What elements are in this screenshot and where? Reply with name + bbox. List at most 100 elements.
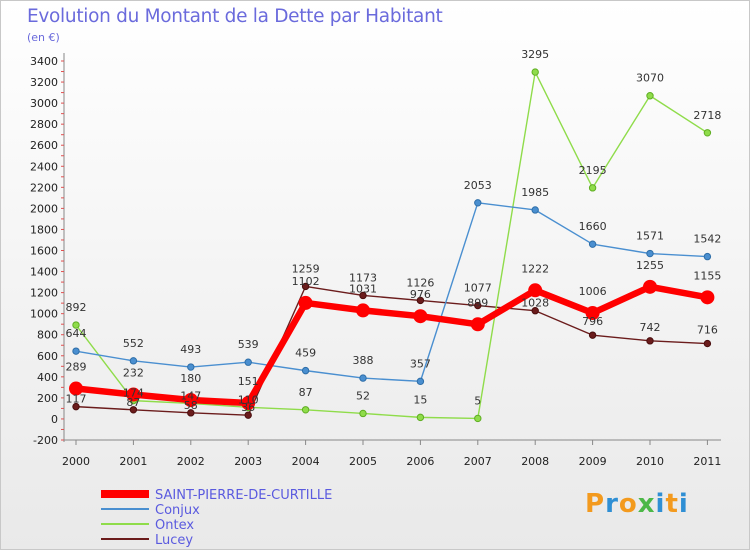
y-tick-label: 2200	[30, 181, 58, 194]
data-label: 552	[123, 337, 144, 350]
y-tick-label: 2800	[30, 118, 58, 131]
data-label: 539	[238, 338, 259, 351]
data-label: 459	[295, 347, 316, 360]
data-label: 2718	[693, 109, 721, 122]
data-point	[72, 402, 80, 411]
x-tick-label: 2001	[119, 455, 147, 468]
x-tick-label: 2000	[62, 455, 90, 468]
data-point	[700, 290, 715, 305]
y-tick-label: 3200	[30, 76, 58, 89]
logo-letter: r	[605, 489, 619, 519]
data-label: 58	[184, 399, 198, 412]
x-tick-label: 2002	[177, 455, 205, 468]
legend-label: Ontex	[155, 518, 194, 533]
data-label: 151	[238, 375, 259, 388]
data-point	[129, 406, 138, 414]
data-label: 289	[66, 361, 87, 374]
y-tick-label: 1800	[30, 223, 58, 236]
data-point	[531, 307, 539, 315]
data-point	[416, 296, 425, 305]
data-point	[474, 199, 482, 207]
logo-letter: i	[655, 489, 666, 519]
data-label: 174	[123, 387, 144, 400]
x-tick-label: 2009	[579, 455, 607, 468]
legend-label: Lucey	[155, 533, 193, 548]
data-label: 3295	[521, 48, 549, 61]
data-label: 388	[353, 354, 374, 367]
data-point	[416, 413, 425, 422]
y-tick-label: 2600	[30, 139, 58, 152]
data-label: 3070	[636, 72, 664, 85]
data-point	[703, 252, 712, 261]
data-point	[588, 331, 597, 339]
data-label: 1255	[636, 259, 664, 272]
logo-letter: o	[618, 489, 638, 519]
data-point	[703, 339, 712, 348]
data-label: 1660	[579, 220, 607, 233]
data-point	[528, 283, 543, 298]
x-tick-label: 2005	[349, 455, 377, 468]
x-tick-label: 2010	[636, 455, 664, 468]
data-label: 87	[126, 396, 140, 409]
y-tick-label: 200	[37, 392, 58, 405]
data-point	[646, 337, 654, 345]
data-label: 117	[66, 393, 87, 406]
data-label: 892	[66, 301, 87, 314]
data-label: 36	[241, 401, 255, 414]
data-point	[301, 406, 310, 414]
logo-letter: i	[678, 489, 689, 519]
logo-letter: x	[637, 489, 656, 519]
data-point	[241, 396, 256, 411]
data-point	[474, 301, 482, 310]
data-label: 180	[180, 372, 201, 385]
y-tick-label: -200	[33, 434, 58, 447]
data-label: 742	[640, 321, 661, 334]
data-label: 1031	[349, 282, 377, 295]
data-point	[183, 392, 198, 407]
data-label: 232	[123, 367, 144, 380]
data-label: 87	[299, 386, 313, 399]
data-point	[356, 303, 370, 318]
data-point	[413, 309, 428, 324]
data-point	[187, 409, 195, 417]
data-point	[474, 414, 482, 423]
y-tick-label: 3000	[30, 97, 58, 110]
y-tick-label: 1000	[30, 308, 58, 321]
series-line	[75, 71, 708, 420]
data-label: 2053	[464, 179, 492, 192]
legend-label: Conjux	[155, 503, 200, 518]
data-label: 796	[582, 315, 603, 328]
data-label: 493	[180, 343, 201, 356]
data-label: 1542	[693, 233, 721, 246]
proxiti-logo: Proxiti	[585, 489, 689, 519]
series-line	[75, 202, 708, 383]
data-label: 110	[238, 393, 259, 406]
data-point	[703, 129, 712, 137]
data-point	[470, 317, 485, 332]
legend-label: SAINT-PIERRE-DE-CURTILLE	[155, 488, 332, 503]
series-line	[75, 285, 708, 416]
data-label: 5	[474, 394, 481, 407]
data-label: 1173	[349, 271, 377, 284]
data-label: 899	[467, 296, 488, 309]
data-label: 1126	[406, 276, 434, 289]
data-point	[298, 295, 313, 310]
data-label: 1006	[579, 285, 607, 298]
data-label: 716	[697, 324, 718, 337]
x-tick-label: 2011	[693, 455, 721, 468]
data-label: 1077	[464, 282, 492, 295]
data-point	[244, 411, 252, 419]
data-point	[72, 347, 80, 355]
data-point	[359, 409, 367, 418]
data-point	[531, 68, 539, 76]
y-tick-label: 0	[51, 413, 58, 426]
data-point	[646, 249, 654, 258]
data-point	[301, 282, 310, 291]
data-point	[646, 92, 654, 100]
y-tick-label: 3400	[30, 55, 58, 68]
series-line	[75, 283, 708, 407]
data-point	[301, 366, 310, 375]
logo-letter: P	[585, 489, 606, 519]
